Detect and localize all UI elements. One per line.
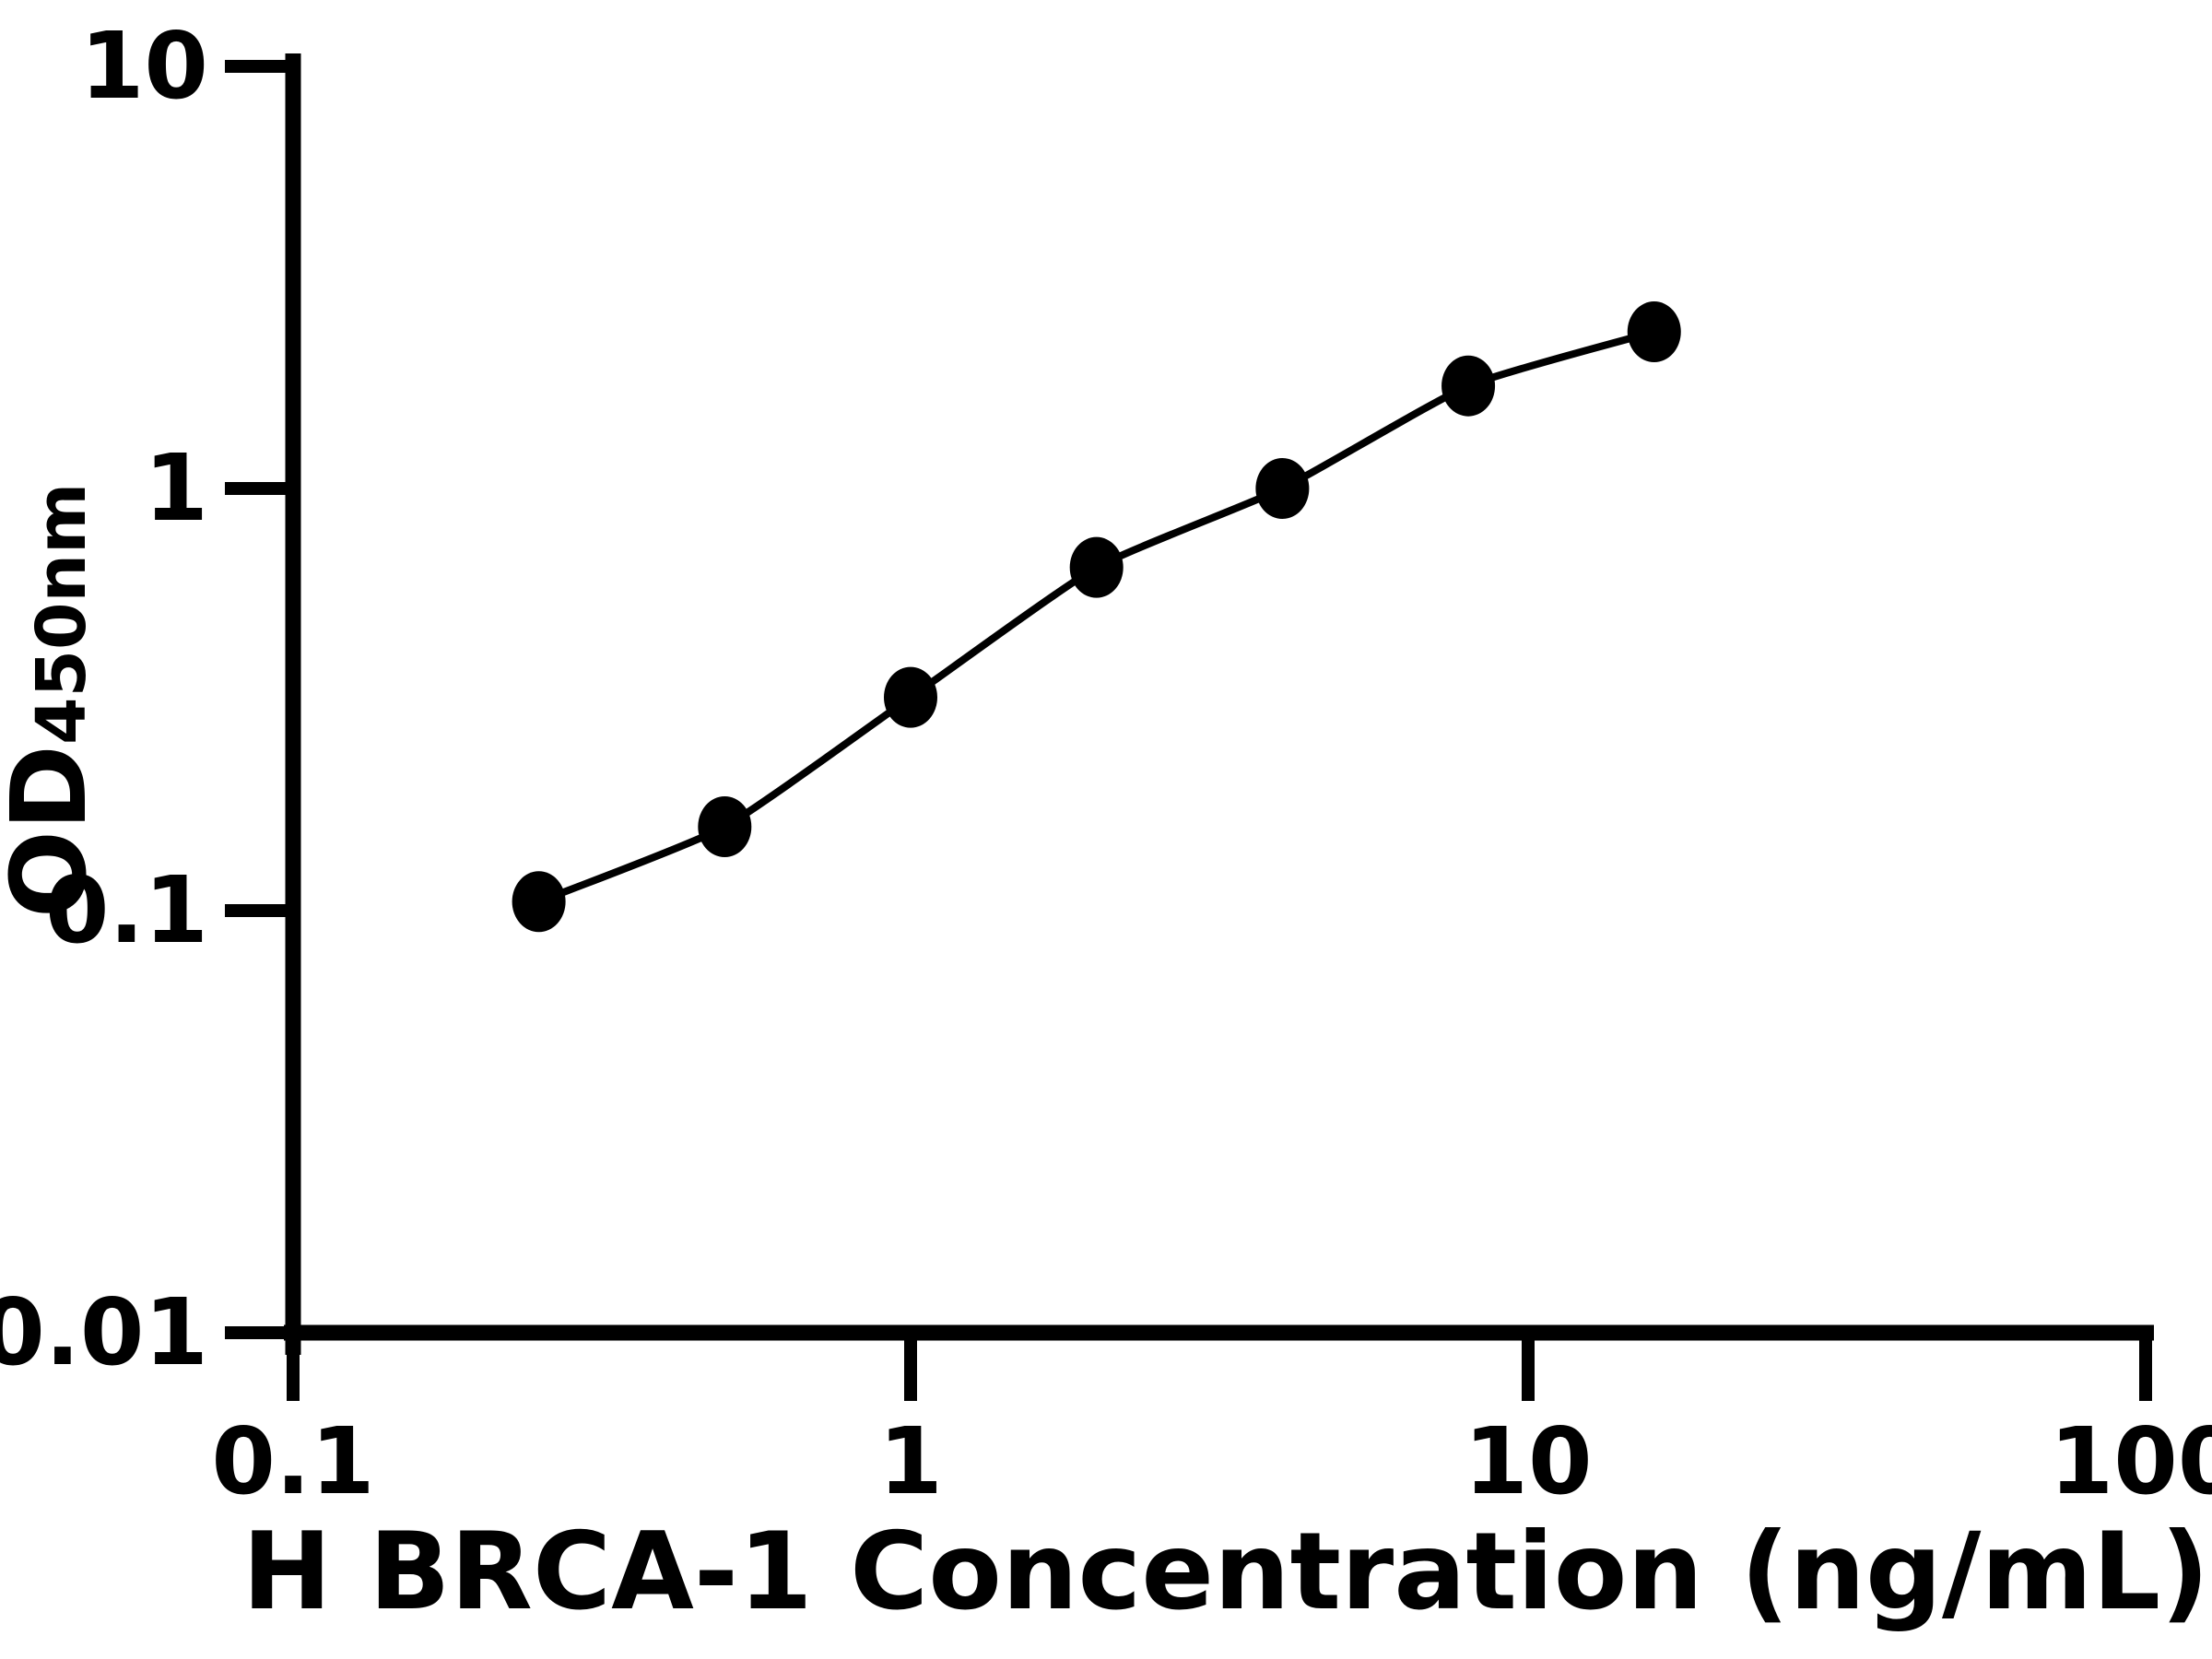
data-point	[1255, 458, 1310, 519]
y-axis-ticks	[225, 60, 297, 1339]
x-tick-label: 10	[1464, 1407, 1592, 1515]
data-point	[884, 666, 937, 728]
y-tick-label: 10	[80, 12, 208, 120]
svg-text:OD450nm: OD450nm	[0, 483, 110, 918]
data-point	[698, 796, 752, 858]
y-tick-label: 0.1	[45, 856, 208, 964]
x-axis-title: H BRCA-1 Concentration (ng/mL)	[242, 1510, 2209, 1634]
x-tick-label: 100	[2050, 1407, 2212, 1515]
data-point	[1441, 355, 1496, 417]
x-tick-label: 1	[878, 1407, 943, 1515]
y-axis-title: OD450nm	[0, 483, 110, 918]
data-point	[1627, 301, 1681, 363]
y-axis-tick-labels: 0.01 0.1 1 10	[0, 12, 208, 1386]
axis-spines	[284, 53, 2154, 1355]
x-axis-ticks	[287, 1327, 2152, 1401]
x-axis-tick-labels: 0.1 1 10 100	[211, 1407, 2212, 1515]
x-tick-label: 0.1	[211, 1407, 374, 1515]
y-tick-label: 1	[144, 434, 208, 542]
y-tick-label: 0.01	[0, 1278, 208, 1386]
series-data-points	[512, 301, 1681, 933]
data-point	[1069, 536, 1124, 598]
data-point	[512, 871, 566, 933]
